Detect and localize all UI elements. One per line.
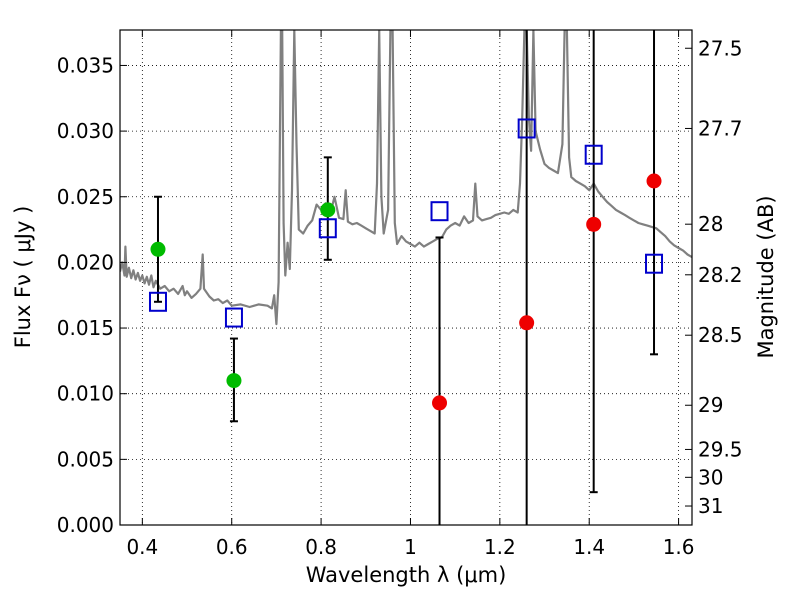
right-y-tick-label: 28.5 (698, 323, 743, 347)
y-tick-label: 0.000 (57, 513, 114, 537)
y-tick-label: 0.025 (57, 185, 114, 209)
model-photometry-square (517, 118, 536, 139)
plot-frame (119, 29, 693, 526)
x-axis-label: Wavelength λ (μm) (306, 563, 507, 587)
right-y-tick-label: 31 (698, 494, 723, 518)
upper-limit-point (519, 315, 535, 331)
y-tick-label: 0.010 (57, 382, 114, 406)
y-tick-label: 0.015 (57, 316, 114, 340)
upper-limit-point (432, 395, 448, 411)
x-tick-label: 1 (404, 535, 417, 559)
x-tick-label: 1.6 (663, 535, 695, 559)
y-tick-label: 0.005 (57, 447, 114, 471)
observed-flux-layer (150, 173, 662, 411)
right-y-tick-label: 29.5 (698, 437, 743, 461)
right-y-axis-label: Magnitude (AB) (754, 195, 778, 358)
spectrum-line (120, 30, 692, 326)
detection-point (320, 202, 336, 218)
y-tick-labels: 0.000 0.005 0.010 0.015 0.020 0.025 0.030 0.035 (57, 53, 114, 537)
model-photometry-square (584, 144, 603, 165)
y-tick-label: 0.030 (57, 119, 114, 143)
right-y-tick-label: 28 (698, 212, 723, 236)
x-tick-label: 0.8 (305, 535, 337, 559)
x-tick-label: 0.6 (216, 535, 248, 559)
y-tick-label: 0.020 (57, 250, 114, 274)
right-y-tick-label: 30 (698, 465, 723, 489)
plot-background (120, 30, 692, 525)
right-y-tick-label: 28.2 (698, 263, 743, 287)
upper-limit-point (586, 216, 602, 232)
spectrum-layer (120, 30, 692, 326)
detection-point (150, 241, 166, 257)
x-tick-label: 1.4 (573, 535, 605, 559)
model-photometry-square (645, 253, 664, 274)
x-tick-label: 1.2 (484, 535, 516, 559)
right-y-tick-labels: 27.5 27.7 28 28.2 28.5 29 29.5 30 31 (698, 36, 743, 518)
model-photometry-square (318, 218, 337, 239)
model-photometry-square (148, 291, 167, 312)
x-tick-label: 0.4 (126, 535, 158, 559)
model-photometry-layer (148, 118, 664, 328)
x-tick-labels: 0.4 0.6 0.8 1 1.2 1.4 1.6 (126, 535, 694, 559)
model-photometry-square (430, 201, 449, 222)
model-photometry-square (224, 307, 243, 328)
y-axis-label: Flux Fν ( μJy ) (11, 206, 35, 349)
y-tick-label: 0.035 (57, 53, 114, 77)
detection-point (226, 373, 242, 389)
right-y-tick-label: 27.7 (698, 116, 743, 140)
right-y-tick-label: 29 (698, 393, 723, 417)
upper-limit-point (646, 173, 662, 189)
axis-ticks (120, 30, 692, 526)
right-y-tick-label: 27.5 (698, 36, 743, 60)
